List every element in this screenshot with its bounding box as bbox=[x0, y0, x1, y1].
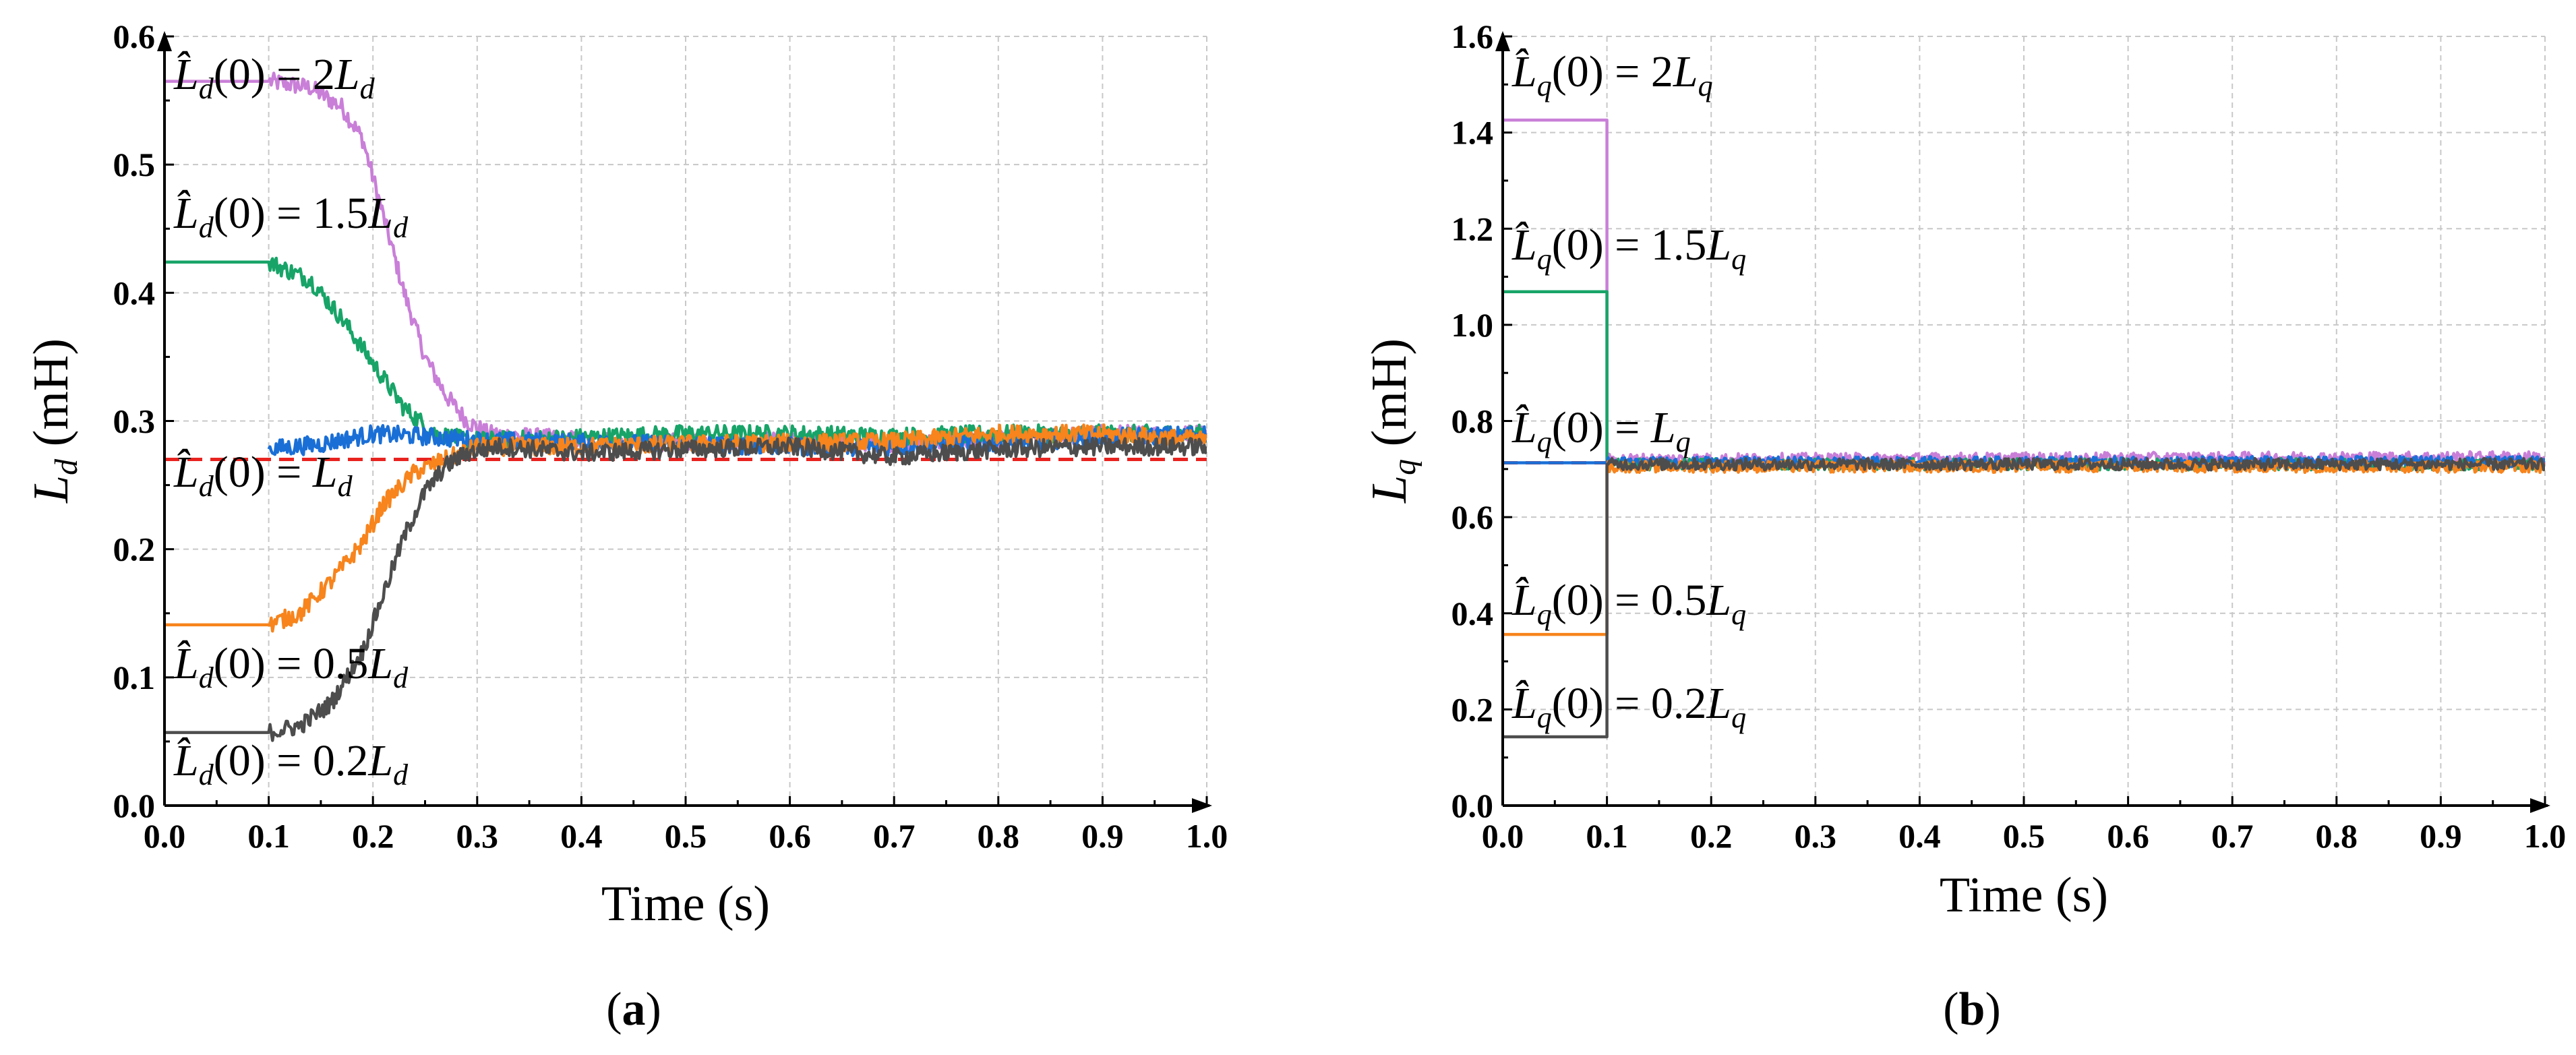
x-axis-label-b: Time (s) bbox=[1940, 868, 2108, 923]
x-tick-label: 0.4 bbox=[560, 817, 603, 855]
y-axis-arrow bbox=[157, 31, 172, 51]
x-tick-labels-a: 0.0 0.1 0.2 0.3 0.4 0.5 0.6 0.7 0.8 0.9 1.0 bbox=[144, 796, 1228, 855]
series-annotation-b-4: L̂q(0) = 0.2Lq bbox=[1511, 679, 1746, 734]
x-tick-label: 0.6 bbox=[2107, 817, 2149, 855]
panel-label-b: (b) bbox=[1943, 984, 2001, 1035]
x-axis-arrow bbox=[2530, 798, 2550, 813]
x-tick-label: 0.7 bbox=[873, 817, 916, 855]
series-annotation-b-0: L̂q(0) = 2Lq bbox=[1511, 47, 1713, 102]
x-tick-label: 0.2 bbox=[1690, 817, 1733, 855]
panel-label-a: (a) bbox=[606, 984, 661, 1035]
y-tick-label: 0.2 bbox=[1451, 690, 1494, 728]
x-tick-label: 0.2 bbox=[352, 817, 394, 855]
y-tick-label: 1.0 bbox=[1451, 306, 1494, 344]
x-tick-label: 0.7 bbox=[2211, 817, 2254, 855]
chart-panel-b: 0.0 0.1 0.2 0.3 0.4 0.5 0.6 0.7 0.8 0.9 1.0 0.0 0.2… bbox=[1362, 18, 2566, 1035]
series-annotation-a-1: L̂d(0) = 1.5Ld bbox=[173, 189, 409, 244]
y-axis-label-a-sub: d bbox=[49, 458, 84, 475]
x-axis-label-a: Time (s) bbox=[601, 876, 770, 932]
series-annotation-b-1: L̂q(0) = 1.5Lq bbox=[1511, 220, 1746, 276]
x-tick-label: 0.3 bbox=[1795, 817, 1837, 855]
y-axis-label-a-main: L bbox=[24, 475, 79, 504]
x-tick-label: 0.3 bbox=[456, 817, 499, 855]
y-tick-label: 0.1 bbox=[113, 659, 156, 696]
x-tick-label: 1.0 bbox=[1186, 817, 1228, 855]
y-tick-label: 0.2 bbox=[113, 531, 156, 568]
y-axis-label-a-unit: (mH) bbox=[24, 338, 79, 459]
x-tick-label: 0.6 bbox=[769, 817, 811, 855]
y-axis-arrow bbox=[1495, 31, 1510, 51]
chart-panel-a: 0.0 0.1 0.2 0.3 0.4 0.5 0.6 0.7 0.8 0.9 1.0 0.0 0.1… bbox=[24, 18, 1228, 1035]
x-tick-label: 0.9 bbox=[1081, 817, 1124, 855]
y-axis-label-b-sub: q bbox=[1387, 459, 1422, 475]
series-annotation-a-0: L̂d(0) = 2Ld bbox=[173, 50, 376, 105]
x-tick-label: 1.0 bbox=[2524, 817, 2567, 855]
series-annotation-b-2: L̂q(0) = Lq bbox=[1511, 403, 1691, 458]
grid-b bbox=[1503, 36, 2546, 806]
series-annotations-a: L̂d(0) = 2Ld L̂d(0) = 1.5Ld L̂d(0) = Ld L̂d… bbox=[173, 50, 409, 791]
x-tick-labels-b: 0.0 0.1 0.2 0.3 0.4 0.5 0.6 0.7 0.8 0.9 1.0 bbox=[1482, 796, 2567, 855]
x-tick-label: 0.4 bbox=[1898, 817, 1941, 855]
series-group-a bbox=[164, 71, 1207, 742]
x-tick-label: 0.5 bbox=[2003, 817, 2045, 855]
y-tick-label: 0.0 bbox=[113, 787, 156, 824]
y-tick-label: 0.6 bbox=[113, 18, 156, 55]
panel-letter-a: a bbox=[622, 984, 646, 1035]
grid-a bbox=[164, 36, 1207, 806]
x-tick-label: 0.1 bbox=[1586, 817, 1628, 855]
y-axis-label-a: Ld (mH) bbox=[24, 338, 84, 504]
x-axis-arrow bbox=[1192, 798, 1212, 813]
y-tick-label: 0.4 bbox=[113, 274, 156, 311]
y-tick-label: 1.4 bbox=[1451, 114, 1494, 152]
panel-letter-b: b bbox=[1959, 984, 1985, 1035]
y-tick-labels-a: 0.0 0.1 0.2 0.3 0.4 0.5 0.6 bbox=[113, 18, 174, 824]
y-tick-label: 0.3 bbox=[113, 402, 156, 440]
y-tick-label: 1.2 bbox=[1451, 210, 1494, 247]
series-annotations-b: L̂q(0) = 2Lq L̂q(0) = 1.5Lq L̂q(0) = Lq L̂q… bbox=[1511, 47, 1746, 734]
y-tick-label: 0.0 bbox=[1451, 787, 1494, 824]
series-annotation-b-3: L̂q(0) = 0.5Lq bbox=[1511, 576, 1746, 631]
x-tick-label: 0.1 bbox=[247, 817, 290, 855]
x-tick-label: 0.5 bbox=[665, 817, 707, 855]
x-tick-label: 0.0 bbox=[144, 817, 186, 855]
y-axis-label-b: Lq (mH) bbox=[1362, 338, 1422, 504]
series-group-b bbox=[1503, 118, 2545, 739]
y-tick-label: 0.5 bbox=[113, 146, 156, 183]
y-tick-label: 0.6 bbox=[1451, 498, 1494, 536]
axes-frame-b bbox=[1495, 31, 2550, 813]
x-tick-label: 0.9 bbox=[2420, 817, 2462, 855]
y-axis-label-b-unit: (mH) bbox=[1362, 338, 1417, 459]
series-line-a-4 bbox=[164, 436, 1207, 742]
y-tick-label: 0.4 bbox=[1451, 595, 1494, 632]
y-tick-label: 1.6 bbox=[1451, 18, 1494, 55]
x-tick-label: 0.8 bbox=[2316, 817, 2358, 855]
series-annotation-a-4: L̂d(0) = 0.2Ld bbox=[173, 736, 409, 791]
y-tick-label: 0.8 bbox=[1451, 402, 1494, 440]
x-tick-label: 0.8 bbox=[978, 817, 1020, 855]
series-annotation-a-2: L̂d(0) = Ld bbox=[173, 448, 353, 503]
y-axis-label-b-main: L bbox=[1362, 475, 1417, 504]
y-tick-labels-b: 0.0 0.2 0.4 0.6 0.8 1.0 1.2 1.4 1.6 bbox=[1451, 18, 1512, 824]
series-annotation-a-3: L̂d(0) = 0.5Ld bbox=[173, 639, 409, 694]
x-tick-label: 0.0 bbox=[1482, 817, 1524, 855]
series-line-b-4 bbox=[1503, 456, 2545, 739]
